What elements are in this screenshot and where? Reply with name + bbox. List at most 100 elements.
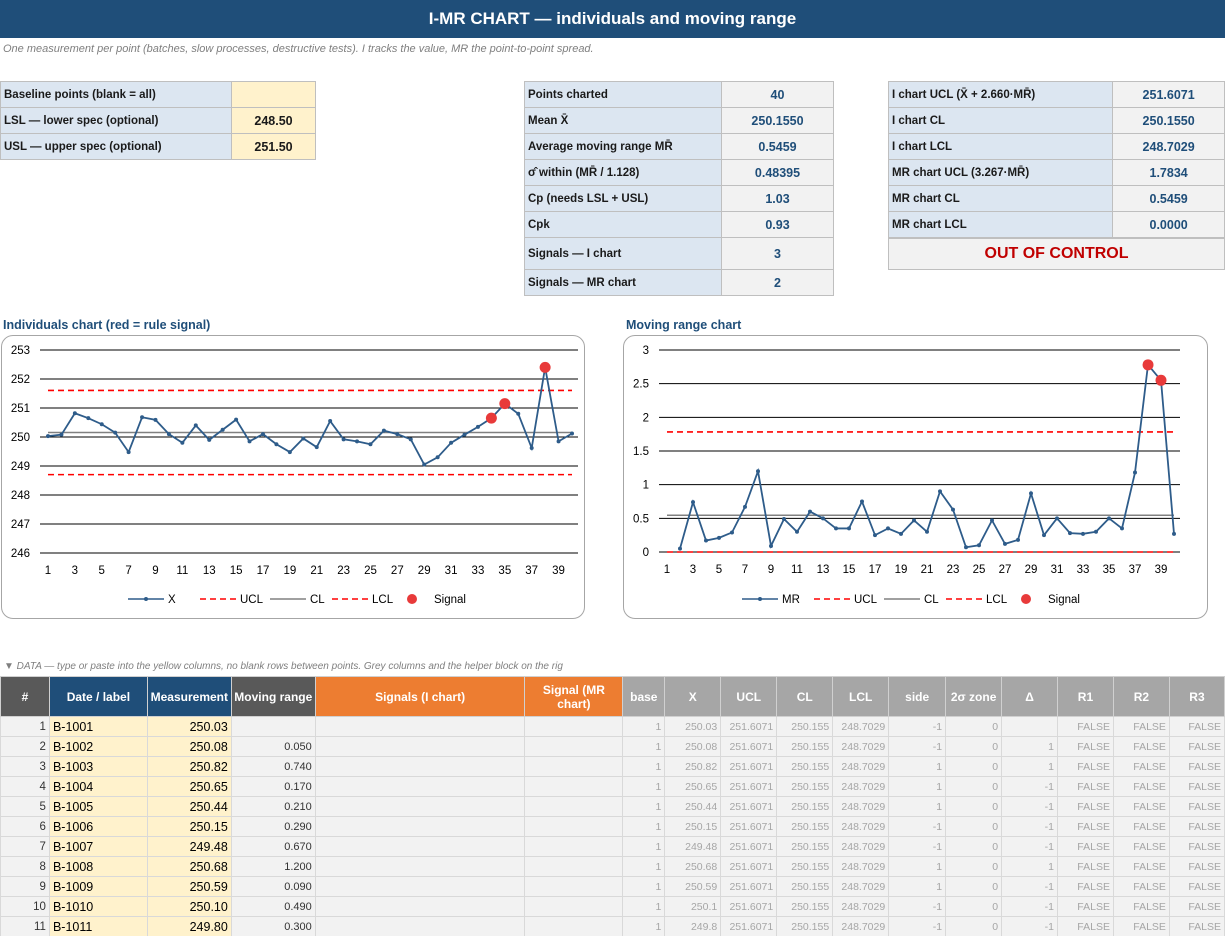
data-point (1042, 533, 1046, 538)
table-cell[interactable]: B-1007 (48, 836, 148, 857)
y-tick-label: 2.5 (633, 379, 649, 391)
table-cell: 250.155 (776, 876, 834, 897)
table-cell[interactable]: 250.68 (146, 856, 232, 877)
table-cell: FALSE (1056, 916, 1114, 936)
table-cell: 251.6071 (720, 836, 778, 857)
table-cell: 250.155 (776, 736, 834, 757)
data-point (234, 417, 239, 422)
x-tick-label: 1 (664, 564, 670, 576)
table-cell[interactable]: 250.03 (146, 716, 232, 737)
data-point (808, 509, 812, 514)
data-point (1003, 541, 1007, 546)
x-tick-label: 9 (768, 564, 774, 576)
table-cell[interactable]: 249.48 (146, 836, 232, 857)
x-tick-label: 25 (364, 565, 377, 577)
inputs-value[interactable] (231, 81, 316, 108)
table-cell[interactable]: 250.10 (146, 896, 232, 917)
signal-point (485, 412, 497, 424)
table-cell[interactable]: B-1003 (48, 756, 148, 777)
table-cell: 1 (888, 876, 947, 897)
table-cell[interactable]: B-1006 (48, 816, 148, 837)
table-cell: FALSE (1112, 896, 1170, 917)
data-point (301, 436, 306, 441)
x-tick-label: 35 (498, 565, 511, 577)
table-cell: -1 (1001, 796, 1058, 817)
signal-point (539, 361, 551, 373)
data-point (1094, 529, 1098, 534)
table-cell: 0.490 (230, 896, 316, 917)
table-cell[interactable]: 249.80 (146, 916, 232, 936)
table-cell[interactable]: 250.15 (146, 816, 232, 837)
table-cell: FALSE (1168, 876, 1225, 897)
data-point (422, 462, 427, 467)
table-cell[interactable]: 250.82 (146, 756, 232, 777)
y-tick-label: 250 (11, 432, 30, 444)
table-cell: 0.740 (230, 756, 316, 777)
x-tick-label: 27 (391, 565, 404, 577)
stats-row: Signals — I chart 3 (524, 237, 834, 270)
table-cell: 250.155 (776, 756, 834, 777)
table-cell: -1 (888, 836, 947, 857)
data-point (1068, 531, 1072, 536)
table-cell: 248.7029 (832, 856, 890, 877)
table-cell (314, 896, 526, 917)
table-cell: FALSE (1056, 856, 1114, 877)
y-tick-label: 1.5 (633, 446, 649, 458)
data-point (834, 526, 838, 531)
stats-value: 0.5459 (721, 133, 834, 160)
table-cell[interactable]: B-1001 (48, 716, 148, 737)
table-cell[interactable]: B-1004 (48, 776, 148, 797)
table-cell[interactable]: 250.59 (146, 876, 232, 897)
table-cell[interactable]: 250.44 (146, 796, 232, 817)
table-cell: 0 (945, 896, 1003, 917)
table-cell[interactable]: 250.08 (146, 736, 232, 757)
column-header: Measurement (146, 676, 232, 717)
x-tick-label: 21 (921, 564, 934, 576)
y-tick-label: 0.5 (633, 513, 649, 525)
x-tick-label: 17 (869, 564, 882, 576)
x-tick-label: 25 (973, 564, 986, 576)
data-point (1055, 516, 1059, 521)
table-cell[interactable]: B-1010 (48, 896, 148, 917)
table-cell: 251.6071 (720, 736, 778, 757)
data-point (408, 437, 413, 442)
x-tick-label: 33 (472, 565, 485, 577)
table-cell: 0 (945, 856, 1003, 877)
table-cell: 250.03 (664, 716, 722, 737)
table-cell: 1 (1001, 756, 1058, 777)
y-tick-label: 248 (11, 490, 30, 502)
table-cell (524, 796, 624, 817)
inputs-value[interactable]: 248.50 (231, 107, 316, 134)
stats-label: Average moving range MR̄ (524, 133, 722, 160)
table-cell (314, 716, 526, 737)
x-tick-label: 33 (1077, 564, 1090, 576)
stats-row: σ̂ within (MR̄ / 1.128) 0.48395 (524, 159, 834, 186)
inputs-value[interactable]: 251.50 (231, 133, 316, 160)
table-cell: FALSE (1168, 716, 1225, 737)
data-point (99, 422, 104, 427)
table-cell[interactable]: B-1002 (48, 736, 148, 757)
column-header: Moving range (230, 676, 316, 717)
table-cell (524, 756, 624, 777)
limits-label: MR chart CL (887, 185, 1114, 212)
limits-row: MR chart UCL (3.267·MR̄) 1.7834 (887, 159, 1225, 186)
limits-label: I chart LCL (887, 133, 1114, 160)
table-cell[interactable]: B-1008 (48, 856, 148, 877)
table-cell: 248.7029 (832, 876, 890, 897)
table-cell: FALSE (1168, 856, 1225, 877)
table-cell[interactable]: B-1009 (48, 876, 148, 897)
table-cell: 251.6071 (720, 796, 778, 817)
x-tick-label: 7 (125, 565, 131, 577)
table-cell[interactable]: B-1011 (48, 916, 148, 936)
data-point (287, 450, 292, 455)
table-cell[interactable]: B-1005 (48, 796, 148, 817)
data-point (1120, 526, 1124, 531)
table-cell: 1.200 (230, 856, 316, 877)
data-point (717, 535, 721, 540)
data-point (730, 530, 734, 535)
data-point (475, 424, 480, 429)
data-point (1172, 531, 1176, 536)
table-cell[interactable]: 250.65 (146, 776, 232, 797)
table-cell: 248.7029 (832, 736, 890, 757)
x-tick-label: 39 (552, 565, 565, 577)
